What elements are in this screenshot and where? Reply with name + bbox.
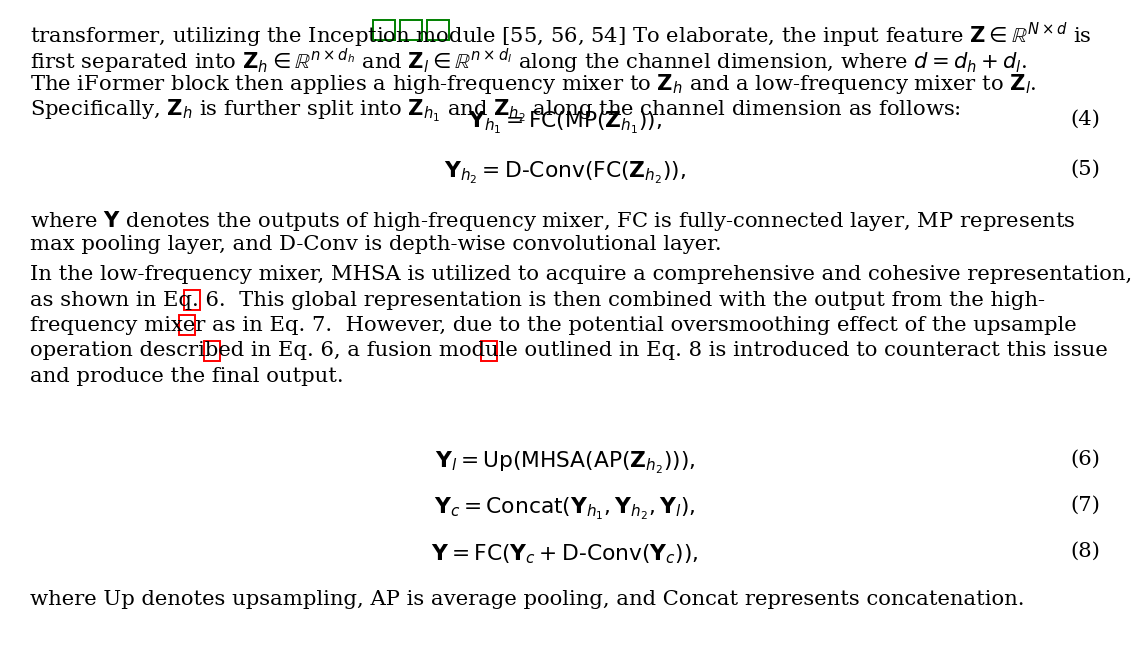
Text: where $\mathbf{Y}$ denotes the outputs of high-frequency mixer, FC is fully-conn: where $\mathbf{Y}$ denotes the outputs o… [31, 209, 1076, 233]
Text: $\mathbf{Y}_l = \mathrm{Up}(\mathrm{MHSA}(\mathrm{AP}(\mathbf{Z}_{h_2}))),$: $\mathbf{Y}_l = \mathrm{Up}(\mathrm{MHSA… [434, 450, 696, 476]
Bar [373, 20, 395, 40]
Text: first separated into $\mathbf{Z}_h \in \mathbb{R}^{n \times d_h}$ and $\mathbf{Z: first separated into $\mathbf{Z}_h \in \… [31, 47, 1027, 75]
Text: (4): (4) [1070, 110, 1100, 129]
Text: (7): (7) [1070, 496, 1100, 515]
Bar [400, 20, 422, 40]
Text: $\mathbf{Y}_{h_2} = \mathrm{D\text{-}Conv}(\mathrm{FC}(\mathbf{Z}_{h_2})),$: $\mathbf{Y}_{h_2} = \mathrm{D\text{-}Con… [444, 160, 685, 186]
Bar [428, 20, 449, 40]
Text: $\mathbf{Y} = \mathrm{FC}(\mathbf{Y}_c + \mathrm{D\text{-}Conv}(\mathbf{Y}_c)),$: $\mathbf{Y} = \mathrm{FC}(\mathbf{Y}_c +… [431, 542, 699, 566]
Text: and produce the final output.: and produce the final output. [31, 367, 344, 386]
Text: $\mathbf{Y}_c = \mathrm{Concat}(\mathbf{Y}_{h_1}, \mathbf{Y}_{h_2}, \mathbf{Y}_l: $\mathbf{Y}_c = \mathrm{Concat}(\mathbf{… [434, 496, 696, 522]
Text: $\mathbf{Y}_{h_1} = \mathrm{FC}(\mathrm{MP}(\mathbf{Z}_{h_1})),$: $\mathbf{Y}_{h_1} = \mathrm{FC}(\mathrm{… [468, 110, 662, 136]
Text: The iFormer block then applies a high-frequency mixer to $\mathbf{Z}_h$ and a lo: The iFormer block then applies a high-fr… [31, 72, 1037, 96]
Bar [204, 341, 221, 361]
Text: (6): (6) [1070, 450, 1100, 469]
Text: transformer, utilizing the Inception module [55, 56, 54] To elaborate, the input: transformer, utilizing the Inception mod… [31, 21, 1091, 50]
Text: (5): (5) [1070, 160, 1100, 179]
Text: operation described in Eq. 6, a fusion module outlined in Eq. 8 is introduced to: operation described in Eq. 6, a fusion m… [31, 341, 1107, 361]
Text: frequency mixer as in Eq. 7.  However, due to the potential oversmoothing effect: frequency mixer as in Eq. 7. However, du… [31, 316, 1077, 335]
Text: where Up denotes upsampling, AP is average pooling, and Concat represents concat: where Up denotes upsampling, AP is avera… [31, 590, 1025, 609]
Bar [179, 315, 195, 335]
Text: as shown in Eq. 6.  This global representation is then combined with the output : as shown in Eq. 6. This global represent… [31, 291, 1045, 309]
Text: In the low-frequency mixer, MHSA is utilized to acquire a comprehensive and cohe: In the low-frequency mixer, MHSA is util… [31, 265, 1131, 284]
Bar [184, 289, 200, 309]
Bar [481, 341, 497, 361]
Text: max pooling layer, and D-Conv is depth-wise convolutional layer.: max pooling layer, and D-Conv is depth-w… [31, 234, 722, 253]
Text: (8): (8) [1070, 542, 1100, 561]
Text: Specifically, $\mathbf{Z}_h$ is further split into $\mathbf{Z}_{h_1}$ and $\math: Specifically, $\mathbf{Z}_h$ is further … [31, 98, 961, 124]
